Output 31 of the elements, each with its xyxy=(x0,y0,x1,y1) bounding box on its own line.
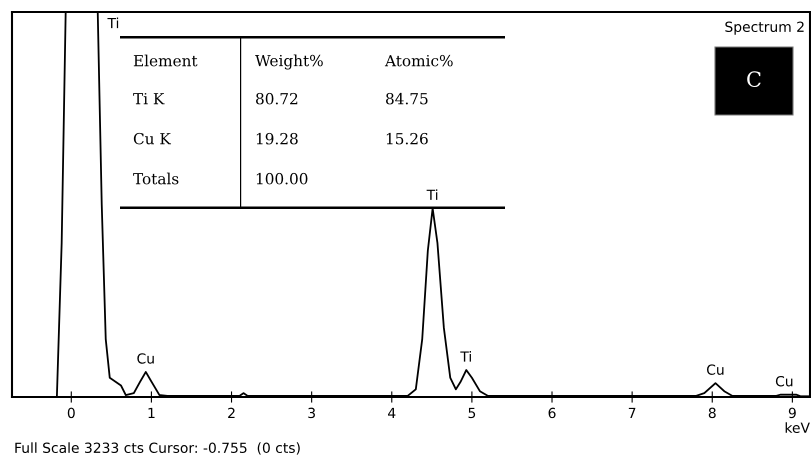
annotation: 15.26 xyxy=(386,132,428,144)
x-tick-label: 1 xyxy=(148,408,155,418)
annotation: Cu xyxy=(137,353,154,364)
annotation: Cu xyxy=(776,376,792,386)
annotation: 100.00 xyxy=(256,172,308,184)
x-tick-label: 6 xyxy=(548,408,556,418)
annotation: 84.75 xyxy=(386,92,428,104)
annotation: Cu K xyxy=(134,132,172,144)
x-tick-label: 8 xyxy=(708,408,716,418)
annotation: Atomic% xyxy=(384,54,453,66)
annotation: Ti xyxy=(426,189,438,200)
x-axis-title: keV xyxy=(786,422,810,433)
annotation: Weight% xyxy=(255,54,323,70)
x-tick-label: 7 xyxy=(628,408,636,418)
annotation: Ti xyxy=(460,351,471,362)
annotation: Element xyxy=(134,54,198,66)
text: Spectrum 2 xyxy=(725,22,804,35)
x-tick-label: 9 xyxy=(788,408,796,418)
annotation: 19.28 xyxy=(256,132,298,144)
annotation: Ti K xyxy=(133,92,165,104)
annotation: Cu xyxy=(706,364,724,375)
x-tick-label: 3 xyxy=(308,408,315,418)
annotation: Totals xyxy=(133,172,178,184)
text: Full Scale 3233 cts Cursor: -0.755 (0 cts) xyxy=(15,442,300,455)
x-tick-label: 5 xyxy=(468,408,476,418)
annotation: Ti xyxy=(107,18,118,28)
x-tick-label: 2 xyxy=(228,408,235,418)
annotation: C xyxy=(747,71,761,88)
x-tick-label: 4 xyxy=(388,408,396,418)
annotation: 80.72 xyxy=(256,92,298,104)
x-tick-label: 0 xyxy=(68,408,75,418)
